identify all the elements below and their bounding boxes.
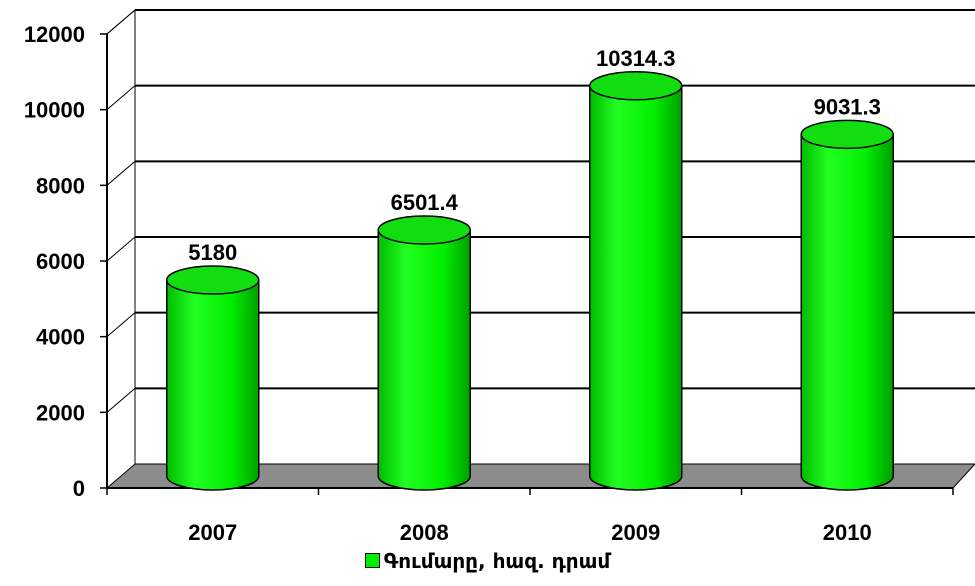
gridline-side <box>106 9 136 35</box>
gridline-side <box>106 387 136 413</box>
y-tick-label: 6000 <box>36 249 85 274</box>
bar <box>166 265 260 491</box>
bar-top <box>589 71 683 101</box>
bar-top <box>377 215 471 245</box>
bar-body <box>166 279 260 491</box>
y-tick-label: 2000 <box>36 400 85 425</box>
legend-label: Գումարը, հազ. դրամ <box>383 549 611 573</box>
y-tick-label: 8000 <box>36 173 85 198</box>
gridline-side <box>106 85 136 111</box>
gridline-side <box>106 236 136 262</box>
x-tick-label: 2010 <box>823 520 872 545</box>
bar-body <box>589 85 683 491</box>
bar <box>589 71 683 491</box>
x-tick-label: 2009 <box>611 520 660 545</box>
y-tick-label: 0 <box>73 476 85 501</box>
bar <box>800 119 894 491</box>
data-label: 5180 <box>188 240 237 265</box>
y-tick-label: 10000 <box>24 98 85 123</box>
data-label: 6501.4 <box>391 190 459 215</box>
bar-body <box>800 133 894 491</box>
bar-body <box>377 229 471 491</box>
x-tick-label: 2008 <box>400 520 449 545</box>
bar-top <box>800 119 894 150</box>
bar <box>377 215 471 491</box>
x-tick-label: 2007 <box>188 520 237 545</box>
data-label: 9031.3 <box>814 94 881 119</box>
bar-top <box>166 265 260 295</box>
legend-swatch <box>364 553 380 568</box>
gridline-side <box>106 312 136 338</box>
data-label: 10314.3 <box>596 46 676 71</box>
legend: Գումարը, հազ. դրամ <box>0 549 975 573</box>
y-tick-label: 12000 <box>24 22 85 47</box>
y-tick-label: 4000 <box>36 325 85 350</box>
gridline-side <box>106 160 136 186</box>
